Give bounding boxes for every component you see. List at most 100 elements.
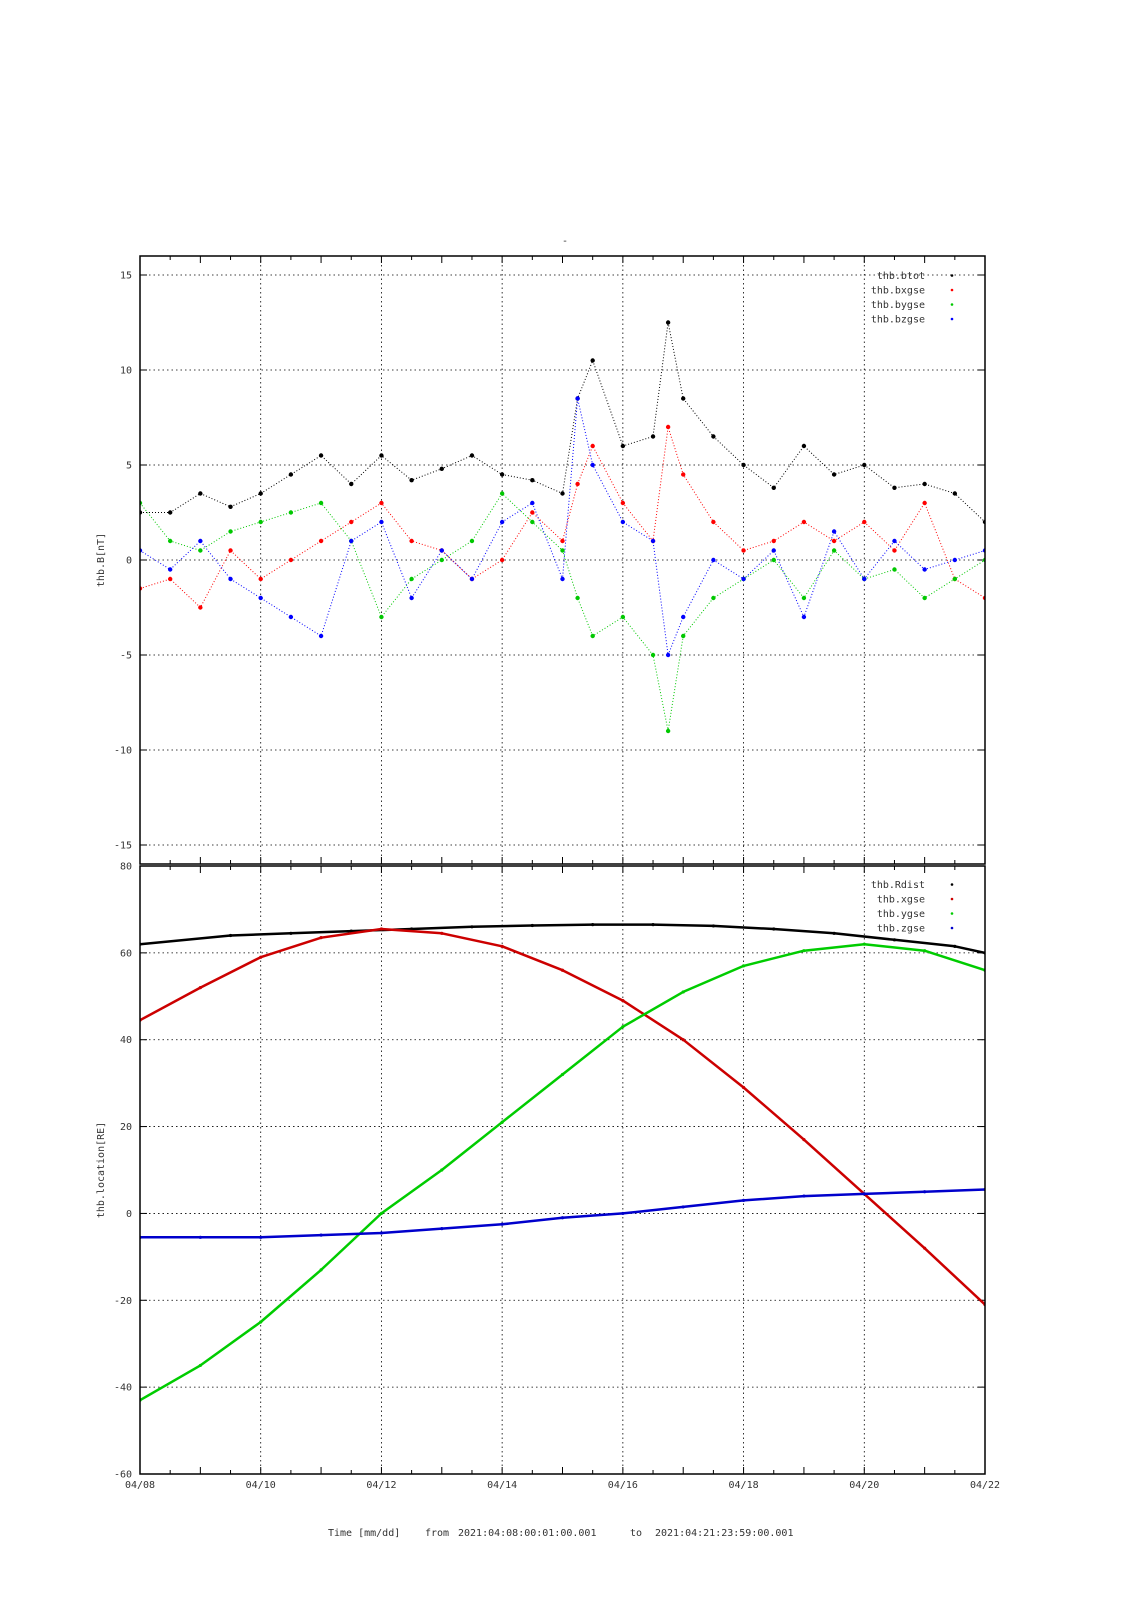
y-tick-label: -10 — [114, 746, 132, 757]
legend: thb.btot thb.bxgse thb.bygse thb.bzgse — [871, 271, 954, 326]
data-point — [681, 1038, 685, 1042]
series-trace-thb-bzgse — [140, 398, 985, 657]
data-point — [409, 595, 414, 601]
legend-marker — [950, 317, 954, 321]
grid — [140, 866, 985, 1474]
legend-marker — [950, 926, 954, 930]
data-point — [771, 538, 776, 544]
y-tick-label: 60 — [120, 948, 132, 959]
series-trace-thb-bygse — [140, 492, 985, 732]
y-tick-label: 0 — [126, 1209, 132, 1220]
legend-label: thb.btot — [877, 271, 925, 282]
data-point — [379, 453, 384, 458]
data-point — [198, 605, 203, 610]
data-point — [590, 358, 595, 363]
data-point — [801, 595, 807, 601]
data-point — [741, 964, 746, 968]
data-point — [922, 500, 927, 506]
plot-frame — [139, 255, 986, 865]
location-panel: -60 -40 -20 0 20 40 60 80 04/08 04/10 04/12 04/14 04… — [96, 862, 1000, 1492]
legend-marker — [950, 288, 954, 292]
data-point — [621, 1211, 625, 1216]
data-point — [953, 944, 957, 948]
y-tick-label: 15 — [120, 271, 132, 282]
legend-label: thb.Rdist — [871, 880, 925, 891]
data-point — [741, 1198, 746, 1202]
data-point — [440, 1168, 444, 1172]
data-point — [802, 1194, 806, 1198]
y-tick-label: -15 — [114, 841, 132, 852]
y-axis-title: thb.location[RE] — [96, 1122, 107, 1218]
footer-from-value: 2021:04:08:00:01:00.001 — [458, 1528, 596, 1539]
data-point — [198, 986, 202, 990]
data-point — [560, 1072, 565, 1077]
data-point — [862, 1192, 866, 1196]
x-tick-label: 04/14 — [487, 1480, 517, 1491]
data-point — [771, 485, 776, 490]
data-point — [288, 614, 294, 620]
x-tick-label: 04/22 — [970, 1480, 1000, 1491]
data-point — [440, 1227, 444, 1231]
ticks — [139, 865, 986, 1475]
data-point — [772, 927, 776, 931]
data-point — [620, 519, 626, 525]
legend: thb.Rdist thb.xgse thb.ygse thb.zgse — [871, 880, 954, 935]
data-point — [198, 491, 203, 496]
data-point — [470, 925, 474, 929]
legend-marker — [950, 897, 954, 901]
data-point — [650, 434, 656, 439]
data-point — [439, 548, 444, 553]
data-point — [228, 576, 233, 582]
data-point — [379, 614, 384, 620]
data-point — [590, 443, 595, 449]
x-tick-label: 04/08 — [125, 1480, 155, 1491]
data-point — [681, 990, 685, 994]
data-point — [259, 1235, 263, 1239]
footer-from-label: from — [425, 1528, 449, 1539]
data-point — [167, 567, 173, 572]
legend-label: thb.bzgse — [871, 315, 925, 326]
y-tick-label: 10 — [120, 366, 132, 377]
data-point — [319, 1233, 323, 1237]
data-point — [621, 1025, 625, 1029]
data-point — [922, 481, 927, 487]
data-point — [681, 1205, 685, 1209]
data-point — [591, 923, 595, 927]
legend-label: thb.bxgse — [871, 286, 925, 297]
data-point — [409, 576, 414, 582]
series-trace-thb-bxgse — [140, 426, 985, 609]
legend-label: thb.xgse — [877, 895, 925, 906]
x-tick-label: 04/16 — [608, 1480, 638, 1491]
data-point — [802, 1138, 806, 1142]
data-point — [575, 396, 580, 401]
data-point — [802, 949, 806, 953]
figure-top-title: - — [562, 236, 568, 247]
data-point — [198, 1235, 202, 1239]
data-point — [831, 472, 837, 477]
legend-marker — [950, 274, 954, 277]
data-point — [499, 557, 505, 563]
data-point — [228, 933, 233, 938]
data-point — [228, 548, 233, 553]
data-point — [711, 519, 716, 525]
data-point — [831, 529, 837, 534]
x-tick-label: 04/20 — [849, 1480, 879, 1491]
data-point — [651, 923, 655, 927]
x-tick-label: 04/18 — [729, 1480, 759, 1491]
data-point — [258, 491, 263, 496]
data-point — [575, 481, 580, 487]
footer-time-label: Time [mm/dd] — [328, 1528, 400, 1539]
data-point — [469, 576, 475, 582]
footer-to-value: 2021:04:21:23:59:00.001 — [655, 1528, 793, 1539]
data-point — [349, 929, 353, 933]
data-point — [923, 949, 927, 953]
data-point — [410, 927, 414, 931]
y-tick-label: 40 — [120, 1035, 132, 1046]
y-tick-label: -20 — [114, 1296, 132, 1307]
data-point — [500, 944, 504, 948]
series-line-thb-Rdist — [140, 923, 985, 955]
data-point — [862, 942, 866, 946]
data-point — [198, 1363, 202, 1368]
series-line-thb-xgse — [140, 927, 985, 1306]
